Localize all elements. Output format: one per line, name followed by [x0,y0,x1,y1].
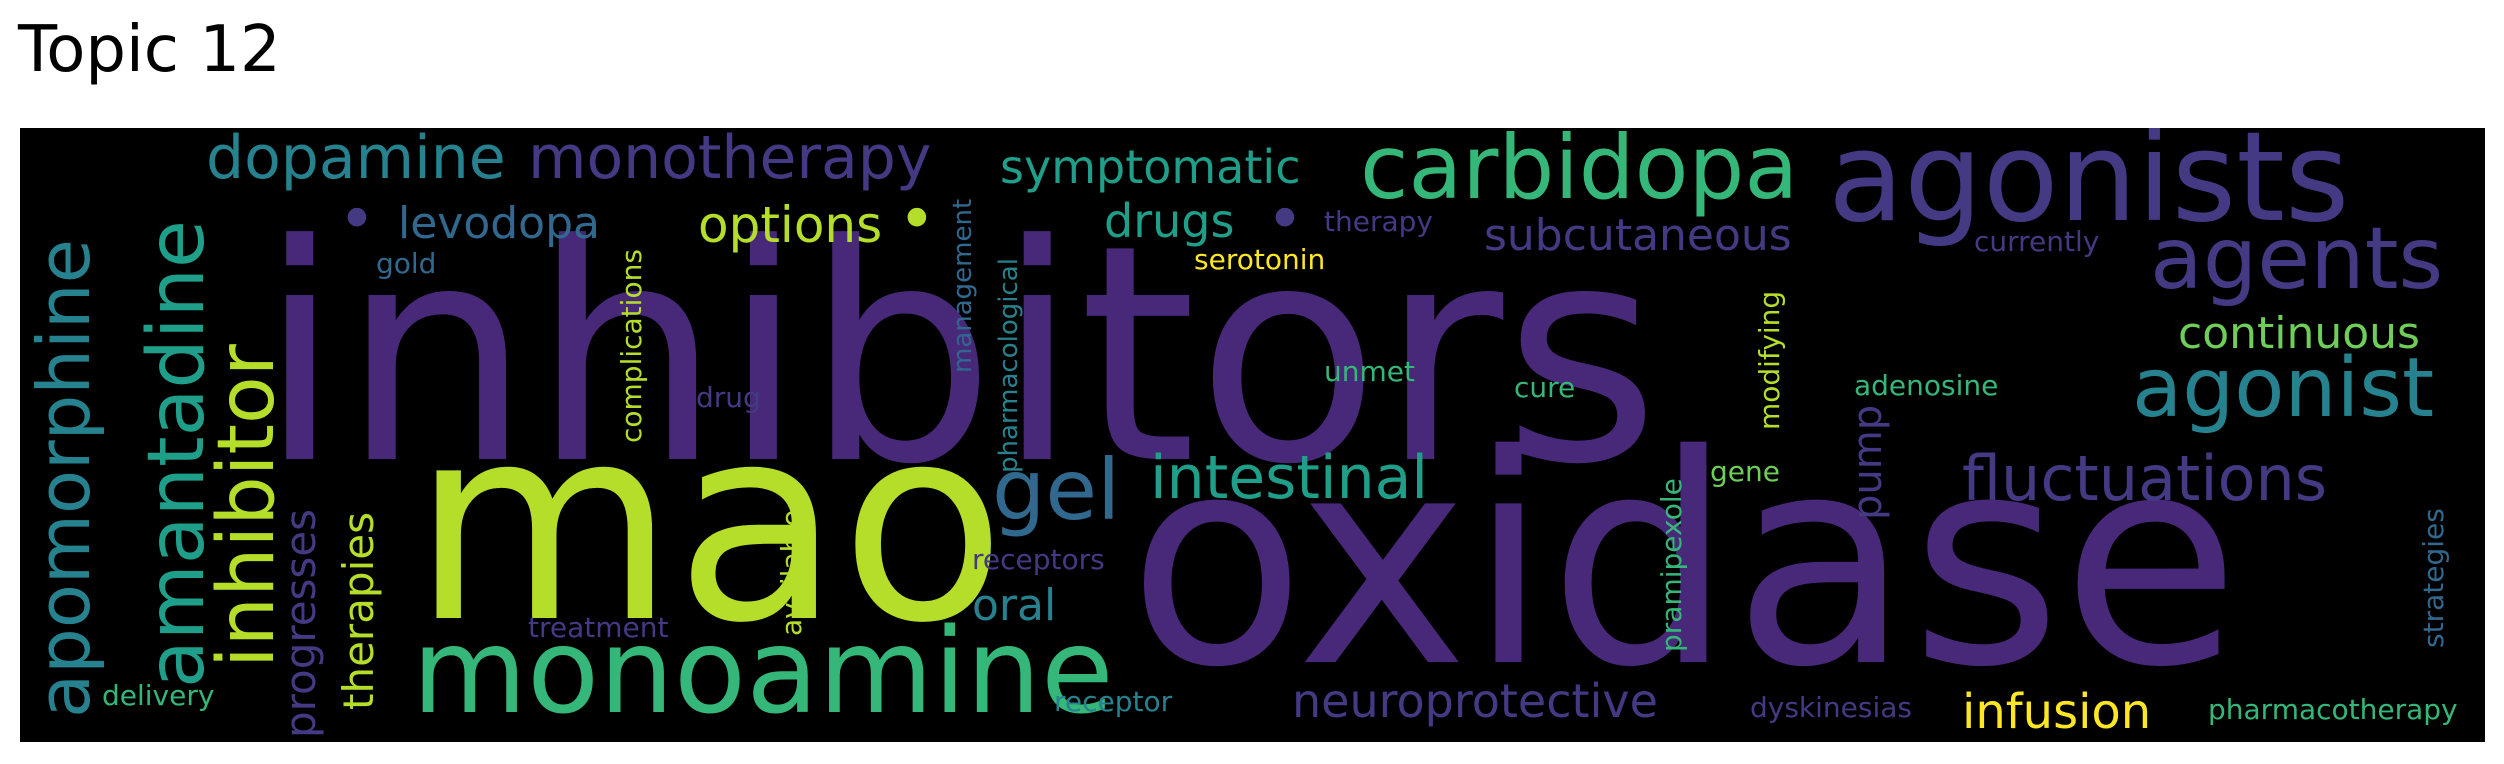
word-currently: currently [1974,225,2100,258]
word-cloud: inhibitors oxidase mao agonists monoamin… [20,128,2485,742]
word-apomorphine: apomorphine [22,239,106,718]
word-drug: drug [696,381,761,414]
word-pump: pump [1845,404,1891,520]
word-complications: complications [615,249,648,443]
word-agonists: agonists [1828,128,2350,250]
word-gel: gel [992,441,1121,539]
word-agents: agents [2150,209,2444,309]
word-cure: cure [1514,371,1576,404]
word-unmet: unmet [1324,355,1415,388]
word-dyskinesias: dyskinesias [1750,691,1913,724]
word-symptomatic: symptomatic [1000,140,1301,194]
word-modifying: modifying [1753,290,1786,430]
dot-1: • [338,183,376,257]
word-oral: oral [972,580,1057,631]
word-neuroprotective: neuroprotective [1292,674,1658,728]
word-gold: gold [376,247,437,280]
word-agonist: agonist [2132,341,2435,436]
word-carbidopa: carbidopa [1360,128,1799,219]
word-pharmacological: pharmacological [994,258,1024,473]
word-receptors: receptors [972,543,1105,576]
word-receptor: receptor [1054,685,1173,718]
word-monoamine: monoamine [412,602,1114,740]
word-treatment: treatment [528,611,669,644]
dot-3: • [1266,183,1304,257]
word-strategies: strategies [2417,508,2450,648]
word-inhibitor: inhibitor [202,344,292,668]
word-management: management [948,198,978,373]
word-available: available [775,509,808,636]
word-progresses: progresses [276,508,325,738]
word-serotonin: serotonin [1194,243,1326,276]
word-gene: gene [1710,455,1780,488]
word-dopamine: dopamine [206,128,506,193]
word-subcutaneous: subcutaneous [1484,210,1792,261]
page-title: Topic 12 [18,13,281,87]
word-inhibitors: inhibitors [258,181,1660,530]
word-oxidase: oxidase [1128,394,2240,731]
word-therapies: therapies [334,512,383,710]
word-drugs: drugs [1104,194,1235,248]
word-adenosine: adenosine [1854,369,1999,402]
word-levodopa: levodopa [398,198,600,249]
word-intestinal: intestinal [1150,443,1429,513]
word-therapy: therapy [1324,205,1433,238]
word-delivery: delivery [102,679,215,712]
word-mao: mao [412,367,1006,682]
dot-2: • [898,183,936,257]
word-continuous: continuous [2178,308,2420,359]
word-monotherapy: monotherapy [528,128,932,193]
word-infusion: infusion [1962,684,2152,740]
word-pharmacotherapy: pharmacotherapy [2208,693,2458,726]
word-pramipexole: pramipexole [1655,478,1688,652]
word-fluctuations: fluctuations [1962,442,2328,515]
word-options: options [698,196,883,254]
